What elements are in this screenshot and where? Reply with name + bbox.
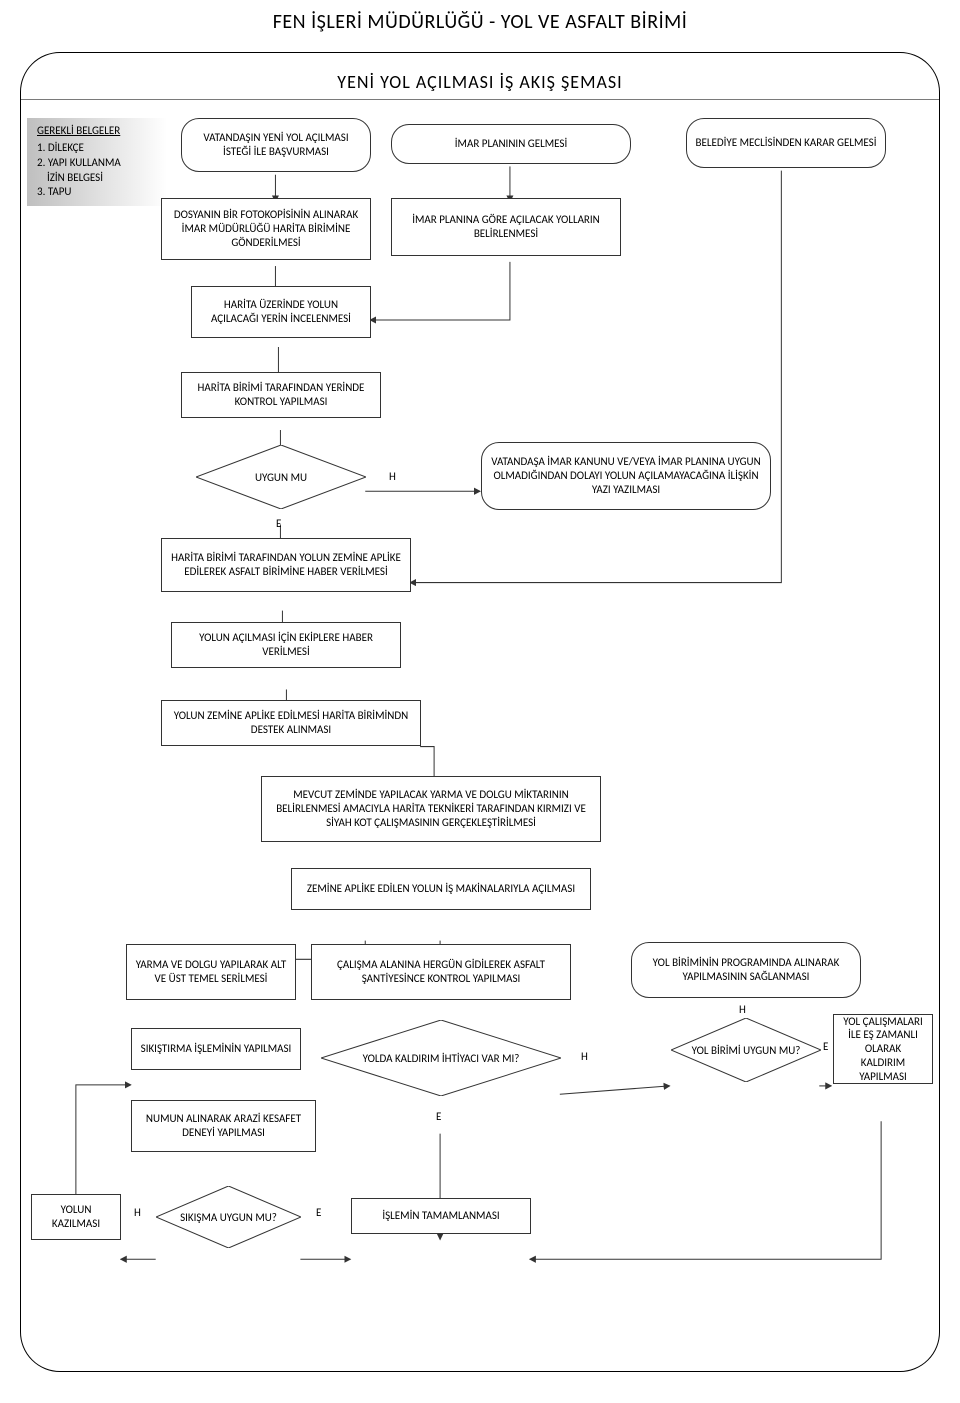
node-label: SIKIŞMA UYGUN MU? bbox=[174, 1211, 283, 1224]
flow-node-n8: VATANDAŞA İMAR KANUNU VE/VEYA İMAR PLANI… bbox=[481, 442, 771, 510]
flow-node-n2: İMAR PLANININ GELMESİ bbox=[391, 124, 631, 164]
flow-node-n4: DOSYANIN BİR FOTOKOPİSİNİN ALINARAK İMAR… bbox=[161, 198, 371, 260]
flow-node-n12: MEVCUT ZEMİNDE YAPILACAK YARMA VE DOLGU … bbox=[261, 776, 601, 842]
frame-title: YENİ YOL AÇILMASI İŞ AKIŞ ŞEMASI bbox=[21, 71, 939, 93]
flow-node-n9: HARİTA BİRİMİ TARAFINDAN YOLUN ZEMİNE AP… bbox=[161, 538, 411, 592]
flow-node-d2: YOLDA KALDIRIM İHTİYACI VAR MI? bbox=[321, 1020, 561, 1096]
flow-node-d4: SIKIŞMA UYGUN MU? bbox=[156, 1186, 301, 1248]
flow-node-n18: YOL ÇALIŞMALARI İLE EŞ ZAMANLI OLARAK KA… bbox=[833, 1014, 933, 1084]
edge-label-l5: H bbox=[739, 1003, 746, 1016]
flow-node-n3: BELEDİYE MECLİSİNDEN KARAR GELMESİ bbox=[686, 118, 886, 168]
flow-node-n5: İMAR PLANINA GÖRE AÇILACAK YOLLARIN BELİ… bbox=[391, 198, 621, 256]
edge-label-l7: H bbox=[134, 1206, 141, 1219]
edge-label-l2: E bbox=[276, 517, 281, 530]
flow-canvas: GEREKLİ BELGELER1. DİLEKÇE2. YAPI KULLAN… bbox=[21, 100, 939, 1372]
node-label: YOLDA KALDIRIM İHTİYACI VAR MI? bbox=[357, 1052, 526, 1065]
node-label: YOL BİRİMİ UYGUN MU? bbox=[686, 1044, 807, 1057]
flow-node-n19: NUMUN ALINARAK ARAZİ KESAFET DENEYİ YAPI… bbox=[131, 1100, 316, 1152]
flow-node-n20: YOLUN KAZILMASI bbox=[31, 1194, 121, 1240]
flow-node-n14: YARMA VE DOLGU YAPILARAK ALT VE ÜST TEME… bbox=[126, 944, 296, 1000]
flow-node-n6: HARİTA ÜZERİNDE YOLUN AÇILACAĞI YERİN İN… bbox=[191, 286, 371, 338]
flow-node-n11: YOLUN ZEMİNE APLİKE EDİLMESİ HARİTA BİRİ… bbox=[161, 700, 421, 746]
flow-node-n16: YOL BİRİMİNİN PROGRAMINDA ALINARAK YAPIL… bbox=[631, 942, 861, 998]
edge-label-l3: H bbox=[581, 1050, 588, 1063]
edge-n18-bottom-n21-right bbox=[530, 1121, 881, 1259]
flow-node-d1: UYGUN MU bbox=[196, 445, 366, 509]
edge-d2-right-d3-left bbox=[560, 1086, 670, 1094]
flow-frame: YENİ YOL AÇILMASI İŞ AKIŞ ŞEMASI GEREKLİ… bbox=[20, 52, 940, 1372]
page-title: FEN İŞLERİ MÜDÜRLÜĞÜ - YOL VE ASFALT BİR… bbox=[0, 10, 960, 34]
node-label: UYGUN MU bbox=[249, 471, 313, 484]
flow-node-n13: ZEMİNE APLİKE EDİLEN YOLUN İŞ MAKİNALARI… bbox=[291, 868, 591, 910]
edge-label-l4: E bbox=[436, 1110, 441, 1123]
flow-node-n1: VATANDAŞIN YENİ YOL AÇILMASI İSTEĞİ İLE … bbox=[181, 118, 371, 172]
flow-node-n21: İŞLEMİN TAMAMLANMASI bbox=[351, 1198, 531, 1234]
flow-node-n15: ÇALIŞMA ALANINA HERGÜN GİDİLEREK ASFALT … bbox=[311, 944, 571, 1000]
edge-label-l1: H bbox=[389, 470, 396, 483]
edge-n5-bottom-n6-right bbox=[370, 262, 510, 320]
edge-label-l8: E bbox=[316, 1206, 321, 1219]
flow-node-n10: YOLUN AÇILMASI İÇİN EKİPLERE HABER VERİL… bbox=[171, 622, 401, 668]
flow-node-d3: YOL BİRİMİ UYGUN MU? bbox=[671, 1018, 821, 1082]
flow-node-n17: SIKIŞTIRMA İŞLEMİNİN YAPILMASI bbox=[131, 1028, 301, 1070]
required-documents-box: GEREKLİ BELGELER1. DİLEKÇE2. YAPI KULLAN… bbox=[27, 118, 167, 206]
flow-node-n7: HARİTA BİRİMİ TARAFINDAN YERİNDE KONTROL… bbox=[181, 372, 381, 418]
edge-label-l6: E bbox=[823, 1040, 828, 1053]
